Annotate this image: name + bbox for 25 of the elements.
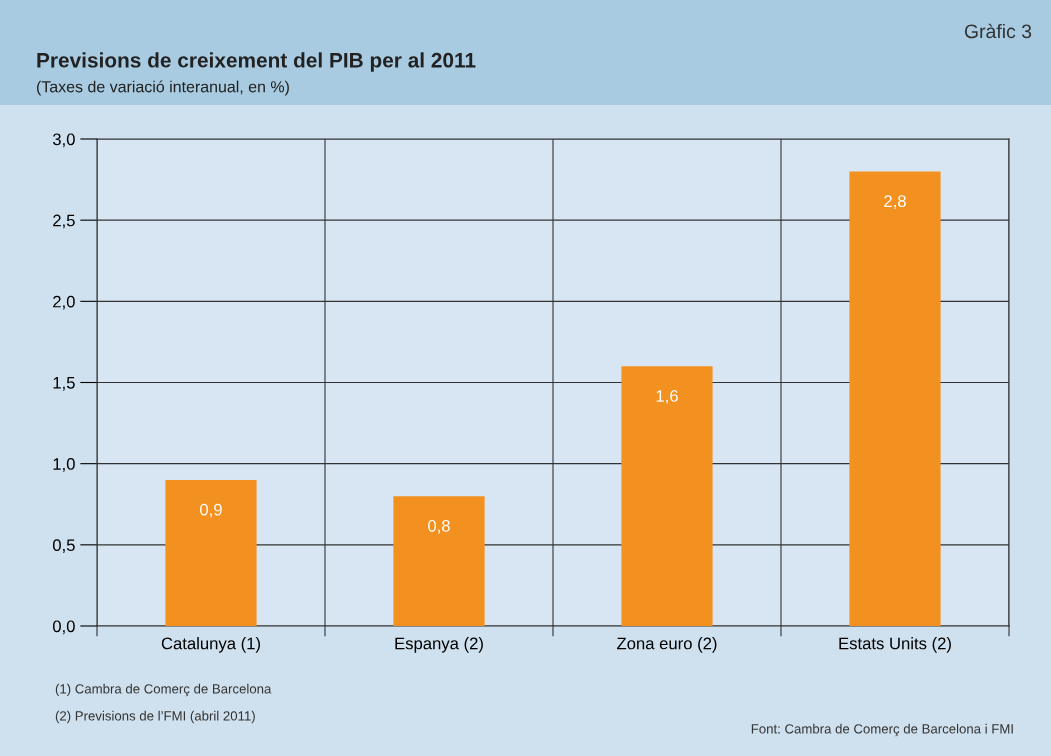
text: Gràfic 3 xyxy=(964,23,1032,39)
data-label: 2,8 xyxy=(884,195,906,210)
bar xyxy=(393,496,485,626)
y-tick-label: 3,0 xyxy=(52,133,75,148)
text: (2) Previsions de l’FMI (abril 2011) xyxy=(55,710,255,724)
chart-subtitle: (Taxes de variació interanual, en %) xyxy=(36,80,289,96)
text: (1) Cambra de Comerç de Barcelona xyxy=(55,683,272,697)
y-tick-label: 0,0 xyxy=(52,620,75,635)
chart-title: Previsions de creixement del PIB per al 2011 xyxy=(37,52,476,72)
y-tick-label: 1,5 xyxy=(53,377,75,391)
bar xyxy=(165,479,257,626)
text: Font: Cambra de Comerç de Barcelona i FMI xyxy=(751,723,1013,737)
x-tick-label: Estats Units (2) xyxy=(839,637,951,653)
x-tick-label: Espanya (2) xyxy=(395,637,483,653)
data-label: 0,8 xyxy=(428,519,450,534)
bar xyxy=(849,171,941,626)
y-tick-label: 1,0 xyxy=(53,458,75,472)
x-tick-label: Catalunya (1) xyxy=(161,637,260,653)
data-label: 0,9 xyxy=(200,503,222,518)
bar xyxy=(621,366,713,626)
data-label: 1,6 xyxy=(656,390,678,404)
x-tick-label: Zona euro (2) xyxy=(617,637,717,653)
y-tick-label: 2,0 xyxy=(53,295,75,310)
y-tick-label: 2,5 xyxy=(53,214,75,229)
y-tick-label: 0,5 xyxy=(52,539,75,554)
